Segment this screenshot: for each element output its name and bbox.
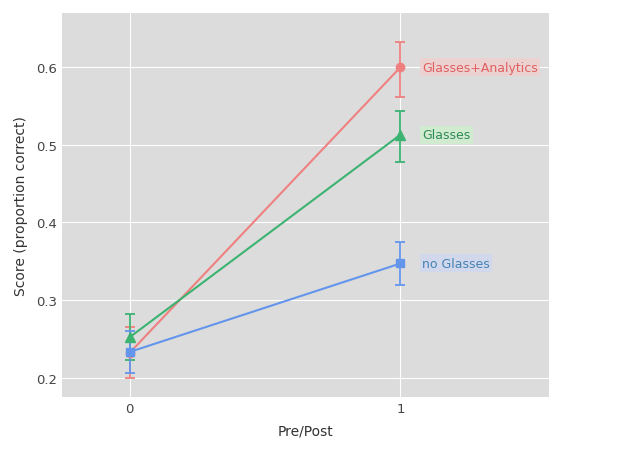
Y-axis label: Score (proportion correct): Score (proportion correct) [14,116,28,295]
X-axis label: Pre/Post: Pre/Post [278,423,333,437]
Text: no Glasses: no Glasses [422,258,490,271]
Text: Glasses: Glasses [422,129,470,142]
Text: Glasses+Analytics: Glasses+Analytics [422,61,538,74]
